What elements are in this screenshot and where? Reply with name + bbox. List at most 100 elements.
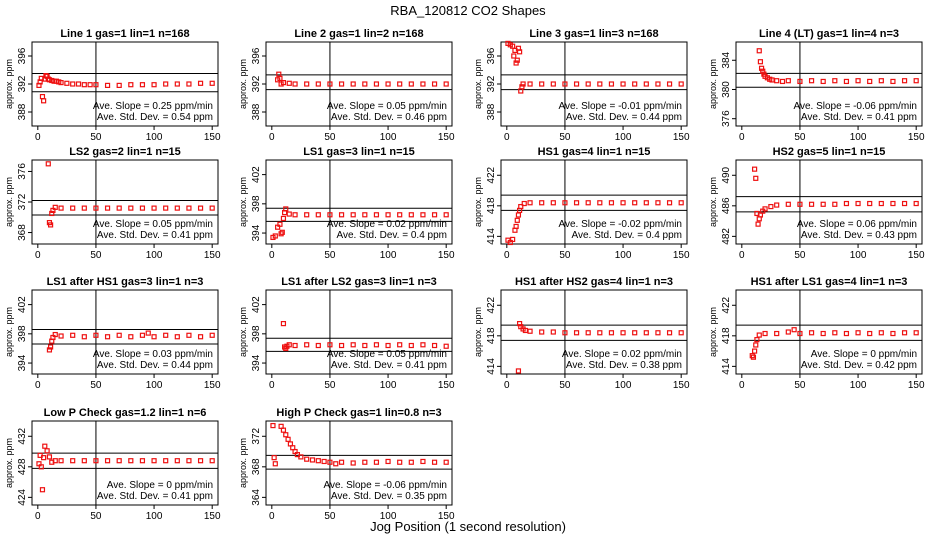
chart-panel: Line 1 gas=1 lin=1 n=168 0 50 100 150 388 392 3… <box>4 28 221 143</box>
y-tick-label: 392 <box>17 75 28 92</box>
data-point <box>408 81 414 87</box>
data-point <box>843 78 850 85</box>
chart-panel: HS1 after HS2 gas=4 lin=1 n=3 0 50 100 150 41… <box>473 276 690 391</box>
panel-title: LS1 after HS1 gas=3 lin=1 n=3 <box>47 276 204 288</box>
chart-panel: LS1 gas=3 lin=1 n=15 0 50 100 150 394 398 402ap… <box>238 146 455 261</box>
data-point <box>655 81 661 87</box>
data-point <box>280 215 287 222</box>
x-tick-label: 50 <box>559 380 571 391</box>
data-point <box>70 332 76 338</box>
data-point <box>585 81 591 87</box>
data-point <box>292 212 298 218</box>
x-tick-label: 100 <box>850 380 867 391</box>
y-axis-label: approx. ppm <box>708 177 718 227</box>
data-point <box>562 200 568 206</box>
data-point <box>292 342 298 349</box>
data-point <box>620 330 626 336</box>
y-tick-label: 384 <box>721 51 732 68</box>
chart-panels: Line 1 gas=1 lin=1 n=168 0 50 100 150 388 392 3… <box>4 28 925 522</box>
y-tick-label: 388 <box>486 103 497 120</box>
data-point <box>104 205 111 211</box>
data-point <box>632 200 638 206</box>
data-point <box>510 236 516 243</box>
x-tick-label: 100 <box>146 250 163 261</box>
data-point <box>47 222 54 228</box>
data-point <box>145 330 151 336</box>
x-tick-label: 0 <box>269 250 275 261</box>
x-tick-label: 100 <box>146 511 163 522</box>
chart-panel: Line 3 gas=1 lin=3 n=168 0 50 100 150 388 392 3… <box>473 28 690 143</box>
data-point <box>81 205 87 211</box>
data-point <box>755 221 761 227</box>
data-point <box>878 200 884 207</box>
data-point <box>643 330 649 336</box>
y-tick-label: 402 <box>17 296 28 313</box>
y-tick-label: 422 <box>486 166 497 183</box>
panel-title: LS1 after LS2 gas=3 lin=1 n=3 <box>281 276 437 288</box>
data-point <box>163 205 169 211</box>
data-point <box>52 331 58 338</box>
x-tick-label: 150 <box>908 250 925 261</box>
data-point <box>271 455 277 461</box>
panel-annotation: Ave. Std. Dev. = 0.38 ppm <box>566 360 682 371</box>
data-point <box>539 329 545 335</box>
y-tick-label: 418 <box>486 197 497 214</box>
data-point <box>304 212 310 218</box>
data-point <box>521 200 527 207</box>
data-point <box>362 81 368 87</box>
panel-annotation: Ave. Slope = 0 ppm/min <box>107 480 213 491</box>
y-tick-label: 422 <box>721 296 732 313</box>
data-point <box>280 321 287 327</box>
y-tick-label: 432 <box>17 427 28 444</box>
data-point <box>46 347 53 353</box>
panel-annotation: Ave. Std. Dev. = 0.44 ppm <box>97 360 213 371</box>
panel-annotation: Ave. Std. Dev. = 0.43 ppm <box>801 230 917 241</box>
data-point <box>562 330 568 336</box>
data-point <box>70 458 76 464</box>
data-point <box>276 71 282 77</box>
data-point <box>643 200 649 206</box>
data-point <box>338 212 345 218</box>
panel-annotation: Ave. Std. Dev. = 0.44 ppm <box>566 112 682 123</box>
x-tick-label: 100 <box>850 132 867 143</box>
data-point <box>104 334 111 340</box>
y-tick-label: 418 <box>486 327 497 344</box>
data-point <box>385 342 391 349</box>
x-tick-label: 100 <box>380 250 397 261</box>
y-tick-label: 482 <box>721 228 732 245</box>
x-tick-label: 0 <box>35 250 41 261</box>
y-tick-label: 388 <box>17 103 28 120</box>
data-point <box>362 212 368 218</box>
data-point <box>808 78 815 84</box>
data-point <box>87 82 93 88</box>
data-point <box>785 201 791 207</box>
data-point <box>597 81 603 87</box>
data-point <box>855 78 861 84</box>
data-point <box>431 342 438 349</box>
data-point <box>901 330 908 336</box>
data-point <box>632 81 638 87</box>
data-point <box>186 458 192 464</box>
data-point <box>397 212 403 218</box>
data-point <box>751 166 758 172</box>
y-tick-label: 372 <box>251 427 262 444</box>
x-tick-label: 100 <box>380 511 397 522</box>
data-point <box>104 458 111 464</box>
x-tick-label: 50 <box>324 132 336 143</box>
data-point <box>280 79 287 86</box>
data-point <box>769 77 775 83</box>
data-point <box>768 203 774 210</box>
data-point <box>139 205 146 211</box>
y-axis-label: approx. ppm <box>473 177 483 227</box>
data-point <box>797 201 803 207</box>
panel-annotation: Ave. Slope = 0.05 ppm/min <box>93 219 213 230</box>
data-point <box>527 81 533 87</box>
panel-title: Line 3 gas=1 lin=3 n=168 <box>529 28 658 40</box>
plot-frame <box>500 289 688 375</box>
data-point <box>333 461 339 467</box>
data-point <box>655 330 661 336</box>
data-point <box>756 332 762 338</box>
data-point <box>70 81 76 87</box>
data-point <box>408 342 414 349</box>
